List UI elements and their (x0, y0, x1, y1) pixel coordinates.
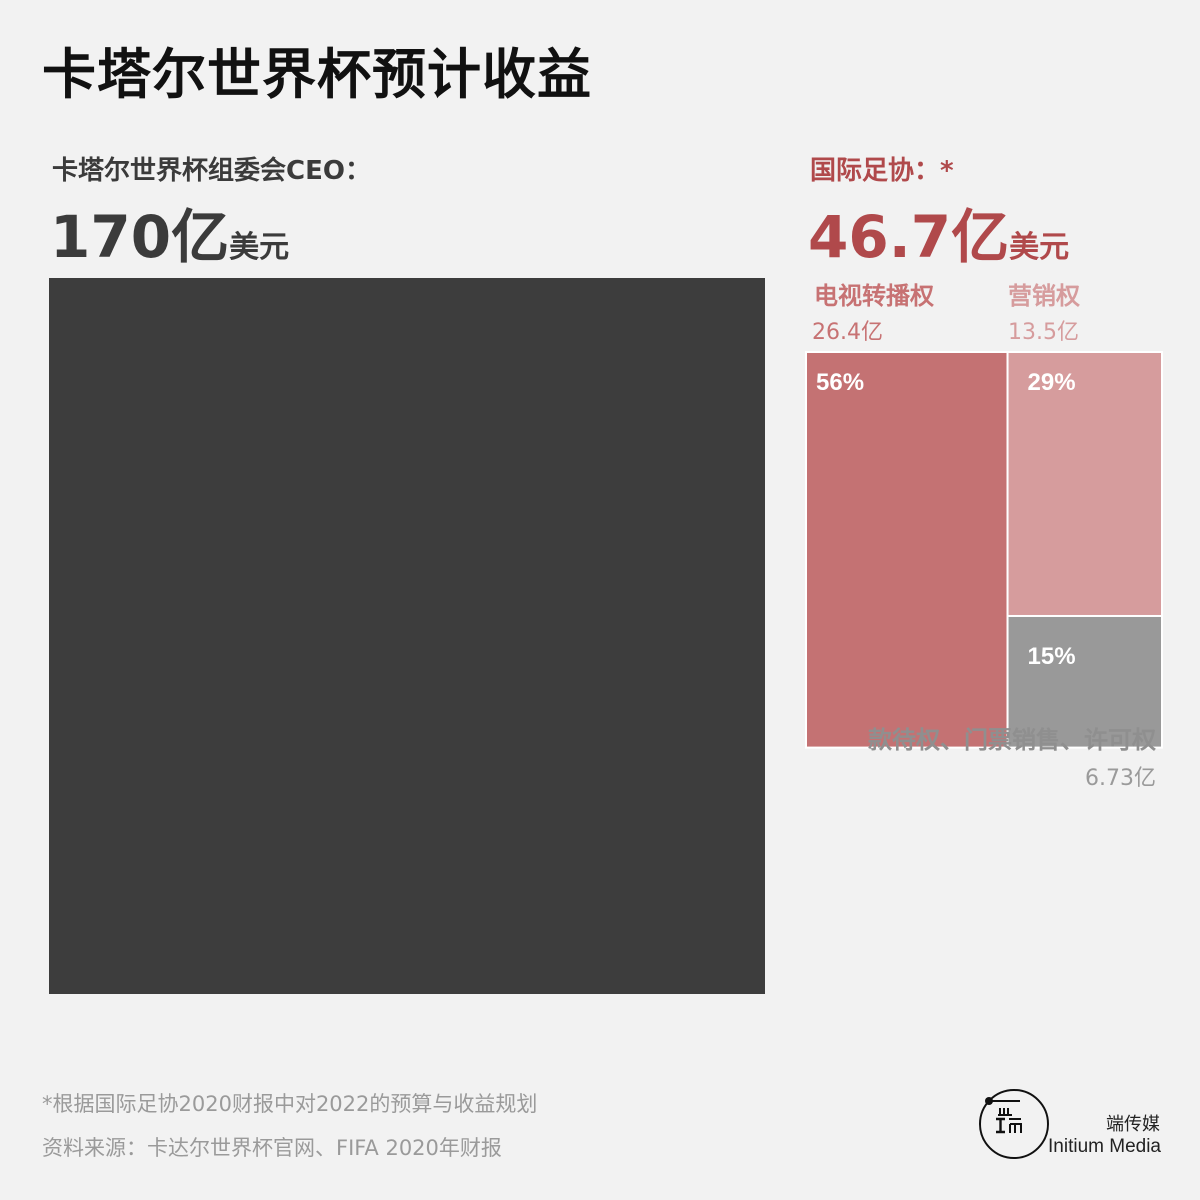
footnote: *根据国际足协2020财报中对2022的预算与收益规划 (42, 1092, 538, 1116)
marketing-rights-percent: 29% (1028, 369, 1076, 396)
chart-title: 卡塔尔世界杯预计收益 (42, 43, 592, 106)
fifa-unit: 美元 (1009, 230, 1070, 265)
other-rights-amount: 6.73亿 (1085, 766, 1156, 791)
fifa-label: 国际足协：* (810, 156, 954, 186)
other-rights-label: 款待权、门票销售、许可权 (868, 726, 1156, 754)
marketing-rights-amount: 13.5亿 (1008, 320, 1079, 345)
fifa-value: 46.7亿美元 (808, 190, 1069, 274)
ceo-value: 170亿美元 (50, 190, 289, 274)
ceo-revenue-block (49, 278, 765, 994)
ceo-unit: 美元 (229, 230, 290, 265)
fifa-amount: 46.7亿 (808, 203, 1010, 271)
logo-english-name: Initium Media (1048, 1136, 1161, 1157)
source-note: 资料来源：卡达尔世界杯官网、FIFA 2020年财报 (42, 1136, 502, 1160)
logo-chinese-name: 端传媒 (1106, 1114, 1160, 1135)
marketing-rights-label: 营销权 (1008, 282, 1080, 310)
tv-rights-amount: 26.4亿 (812, 320, 883, 345)
treemap-chart: 56% 29% 15% (49, 278, 1164, 994)
marketing-rights-block (1006, 351, 1164, 617)
other-rights-percent: 15% (1028, 643, 1076, 670)
tv-rights-block (805, 351, 1009, 749)
initium-logo-icon (979, 1089, 1049, 1159)
ceo-label: 卡塔尔世界杯组委会CEO： (52, 156, 371, 186)
ceo-amount: 170亿 (50, 203, 230, 271)
tv-rights-label: 电视转播权 (814, 282, 934, 310)
other-rights-block (1006, 614, 1164, 749)
tv-rights-percent: 56% (816, 369, 864, 396)
